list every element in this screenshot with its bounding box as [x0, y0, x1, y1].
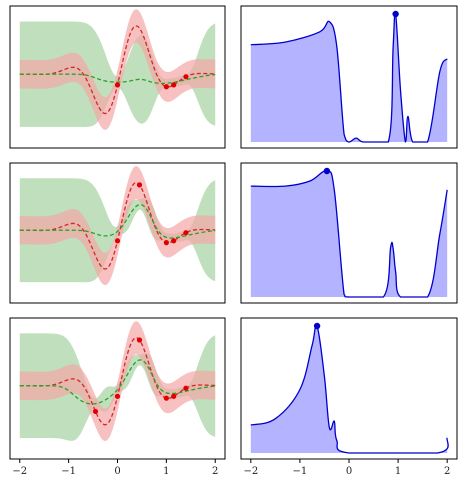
- model-mean-line: [19, 203, 216, 239]
- observation-point: [163, 240, 169, 246]
- observation-point: [114, 82, 121, 88]
- observation-point: [163, 84, 169, 90]
- acquisition-curve: [250, 11, 448, 143]
- observation-point: [183, 230, 189, 236]
- acquisition-curve: [250, 170, 448, 298]
- observation-point: [183, 385, 189, 391]
- acquisition-curve: [250, 324, 449, 454]
- x-tick-label: 2: [212, 466, 218, 477]
- acquisition-fill: [250, 170, 448, 297]
- observation-point: [114, 238, 121, 244]
- left-panel-1: [9, 5, 226, 149]
- model-mean-line: [19, 359, 216, 405]
- acquisition-max-marker: [323, 167, 331, 175]
- acquisition-max-marker: [392, 10, 399, 18]
- right-panel-1: [240, 5, 458, 149]
- target-uncertainty-band: [19, 9, 216, 130]
- axes-frame: [9, 162, 226, 304]
- observation-point: [92, 408, 99, 415]
- subplot-grid: [9, 5, 458, 460]
- observation-point: [171, 393, 177, 399]
- observation-point: [163, 395, 169, 401]
- x-tick-label: 1: [163, 466, 169, 477]
- target-uncertainty-band: [19, 321, 216, 441]
- right-panel-3: [240, 317, 458, 460]
- x-tick-label: −1: [293, 466, 308, 477]
- acquisition-fill: [250, 11, 448, 142]
- axes-frame: [9, 5, 226, 149]
- observation-point: [136, 182, 143, 188]
- acquisition-fill: [250, 324, 449, 453]
- x-axis-left: −2 −1 0 1 2: [12, 459, 218, 477]
- observation-point: [171, 82, 177, 88]
- target-uncertainty-band: [19, 166, 216, 286]
- acquisition-max-marker: [313, 322, 321, 330]
- x-tick-label: 0: [114, 466, 120, 477]
- x-tick-label: −1: [61, 466, 76, 477]
- left-panel-2: [9, 162, 226, 304]
- model-uncertainty-band: [19, 21, 216, 127]
- right-panel-2: [240, 162, 458, 304]
- x-tick-label: −2: [243, 466, 258, 477]
- x-tick-label: 0: [346, 466, 352, 477]
- x-tick-label: 1: [395, 466, 401, 477]
- x-axis-right: −2 −1 0 1 2: [243, 459, 450, 477]
- observation-point: [183, 74, 189, 80]
- axes-frame: [240, 162, 458, 304]
- axes-frame: [240, 5, 458, 149]
- observation-point: [114, 393, 121, 399]
- observation-point: [136, 337, 143, 343]
- model-mean-line: [19, 73, 216, 85]
- observation-point: [171, 238, 177, 244]
- left-panel-3: [9, 317, 226, 460]
- x-tick-label: 2: [444, 466, 450, 477]
- x-tick-label: −2: [12, 466, 27, 477]
